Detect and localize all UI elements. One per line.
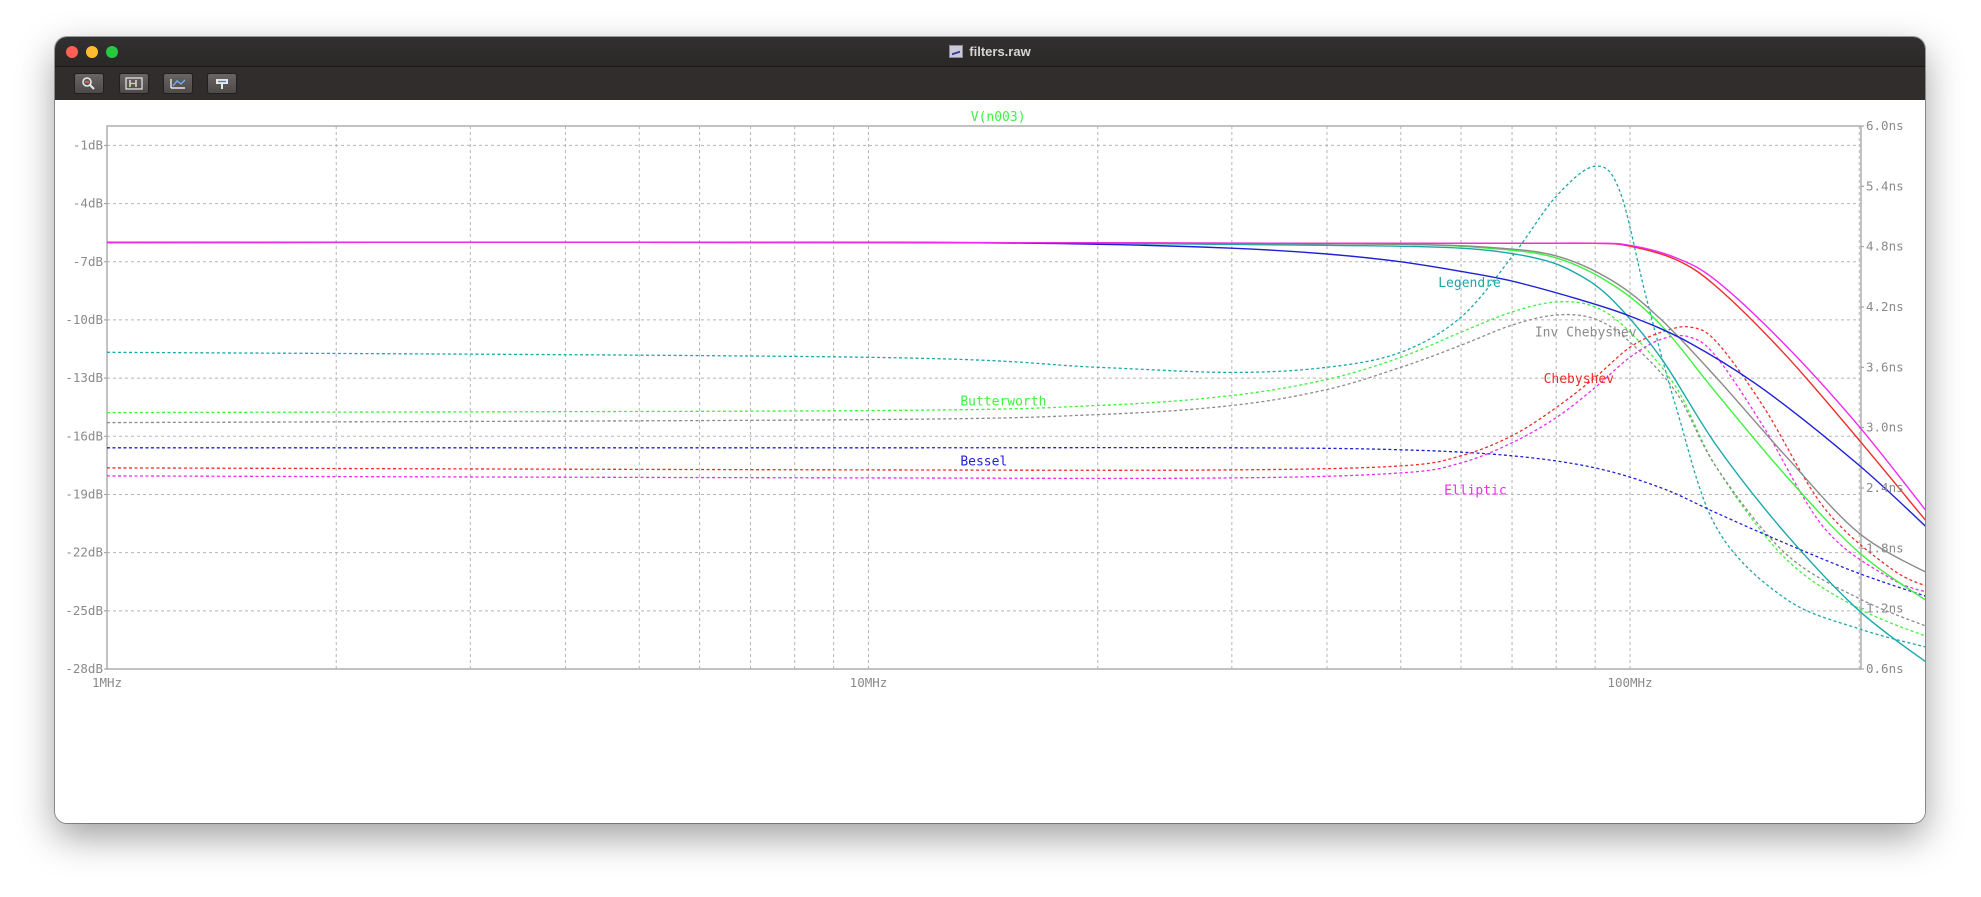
zoom-tool-icon — [82, 77, 95, 90]
waveform-file-icon — [949, 45, 964, 58]
trace-title: V(n003) — [971, 110, 1026, 125]
bessel-label: Bessel — [960, 454, 1007, 469]
probe-tool-icon — [216, 79, 228, 89]
window-title: filters.raw — [969, 44, 1031, 59]
butterworth-magnitude-trace — [106, 241, 1925, 601]
legendre-group-delay-trace — [106, 165, 1925, 648]
y-left-tick-label: -1dB — [73, 137, 103, 152]
y-left-tick-label: -22dB — [65, 545, 103, 560]
autorange-icon — [170, 79, 186, 89]
probe-tool-button[interactable] — [207, 73, 237, 94]
inv-chebyshev-label: Inv Chebyshev — [1535, 326, 1637, 341]
waveform-window: filters.raw — [55, 37, 1925, 823]
toolbar — [55, 67, 1925, 100]
y-right-tick-label: 2.4ns — [1866, 480, 1904, 495]
bessel-magnitude-trace — [106, 241, 1925, 527]
y-left-tick-label: -7dB — [73, 254, 103, 269]
window-title-group: filters.raw — [55, 37, 1925, 66]
y-left-tick-label: -10dB — [65, 312, 103, 327]
y-right-tick-label: 3.6ns — [1866, 359, 1904, 374]
chebyshev-label: Chebyshev — [1544, 372, 1615, 387]
y-right-tick-label: 4.2ns — [1866, 299, 1904, 314]
butterworth-label: Butterworth — [960, 394, 1046, 409]
zoom-button[interactable] — [106, 46, 118, 58]
chebyshev-group-delay-trace — [106, 326, 1925, 587]
elliptic-magnitude-trace — [106, 241, 1925, 511]
bessel-group-delay-trace — [107, 446, 1925, 597]
y-left-tick-label: -13dB — [65, 370, 103, 385]
y-right-tick-label: 6.0ns — [1866, 118, 1904, 133]
y-left-tick-label: -19dB — [65, 486, 103, 501]
legendre-label: Legendre — [1438, 276, 1501, 291]
autorange-button[interactable] — [163, 73, 193, 94]
y-right-tick-label: 4.8ns — [1866, 239, 1904, 254]
y-left-tick-label: -16dB — [65, 428, 103, 443]
y-right-tick-label: 3.0ns — [1866, 420, 1904, 435]
chebyshev-magnitude-trace — [106, 241, 1925, 521]
legendre-magnitude-trace — [106, 241, 1925, 663]
y-right-tick-label: 1.2ns — [1866, 601, 1904, 616]
y-left-tick-label: -4dB — [73, 196, 103, 211]
plot-pane[interactable]: Legendre Butterworth Inv Chebyshev Chebyshe… — [55, 100, 1925, 823]
bode-plot[interactable]: Legendre Butterworth Inv Chebyshev Chebyshe… — [55, 100, 1925, 823]
zoom-tool-button[interactable] — [74, 73, 104, 94]
y-right-tick-label: 0.6ns — [1866, 661, 1904, 676]
y-right-tick-label: 5.4ns — [1866, 178, 1904, 193]
inv-chebyshev-group-delay-trace — [106, 313, 1925, 627]
x-tick-label: 10MHz — [850, 675, 888, 690]
y-right-tick-label: 1.8ns — [1866, 540, 1904, 555]
butterworth-group-delay-trace — [106, 301, 1925, 637]
pan-tool-icon — [125, 77, 143, 90]
y-left-tick-label: -25dB — [65, 603, 103, 618]
title-bar[interactable]: filters.raw — [55, 37, 1925, 67]
x-tick-label: 1MHz — [92, 675, 122, 690]
plot-frame — [106, 125, 1862, 670]
elliptic-group-delay-trace — [106, 334, 1925, 593]
x-tick-label: 100MHz — [1607, 675, 1652, 690]
pan-tool-button[interactable] — [119, 73, 149, 94]
y-left-tick-label: -28dB — [65, 661, 103, 676]
close-button[interactable] — [66, 46, 78, 58]
minimize-button[interactable] — [86, 46, 98, 58]
elliptic-label: Elliptic — [1444, 484, 1507, 499]
